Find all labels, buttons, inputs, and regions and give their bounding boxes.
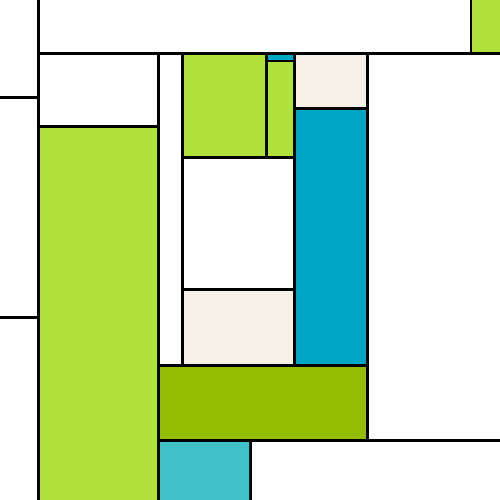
lime-block-upper-narrow <box>268 62 294 157</box>
grid-line-v-bottom <box>249 440 252 500</box>
grid-line-h-top <box>38 52 500 55</box>
lime-block-upper-middle <box>184 55 266 157</box>
grid-line-h-center-a <box>182 156 296 159</box>
white-block-center <box>184 159 294 288</box>
grid-line-h-small-blue <box>266 60 296 62</box>
grid-line-v-center-a <box>265 53 268 159</box>
cyan-block-bottom <box>159 442 250 500</box>
grid-line-v-left <box>37 0 40 500</box>
grid-line-v-top-right <box>470 0 472 53</box>
grid-line-h-olive-bottom <box>158 439 500 442</box>
grid-line-v-center-b <box>293 53 296 366</box>
blue-block-small-top <box>268 55 294 61</box>
grid-line-v-right <box>366 53 369 442</box>
grid-line-v-lime-right <box>157 53 160 500</box>
blue-block-tall-right <box>296 110 366 364</box>
cream-block-top-right <box>296 55 366 108</box>
grid-line-h-left-upper <box>0 96 38 99</box>
grid-line-h-lime-top <box>38 125 159 128</box>
olive-block-lower <box>159 367 366 440</box>
grid-line-h-olive-top <box>158 364 368 367</box>
grid-line-h-center-b <box>182 288 296 291</box>
cream-block-lower-center <box>184 290 294 364</box>
lime-block-top-right-corner <box>472 0 500 52</box>
grid-line-h-cream-right <box>294 107 368 110</box>
grid-line-h-left-lower <box>0 316 38 319</box>
lime-block-left-tall <box>40 127 158 500</box>
grid-line-v-center-left <box>181 53 184 366</box>
